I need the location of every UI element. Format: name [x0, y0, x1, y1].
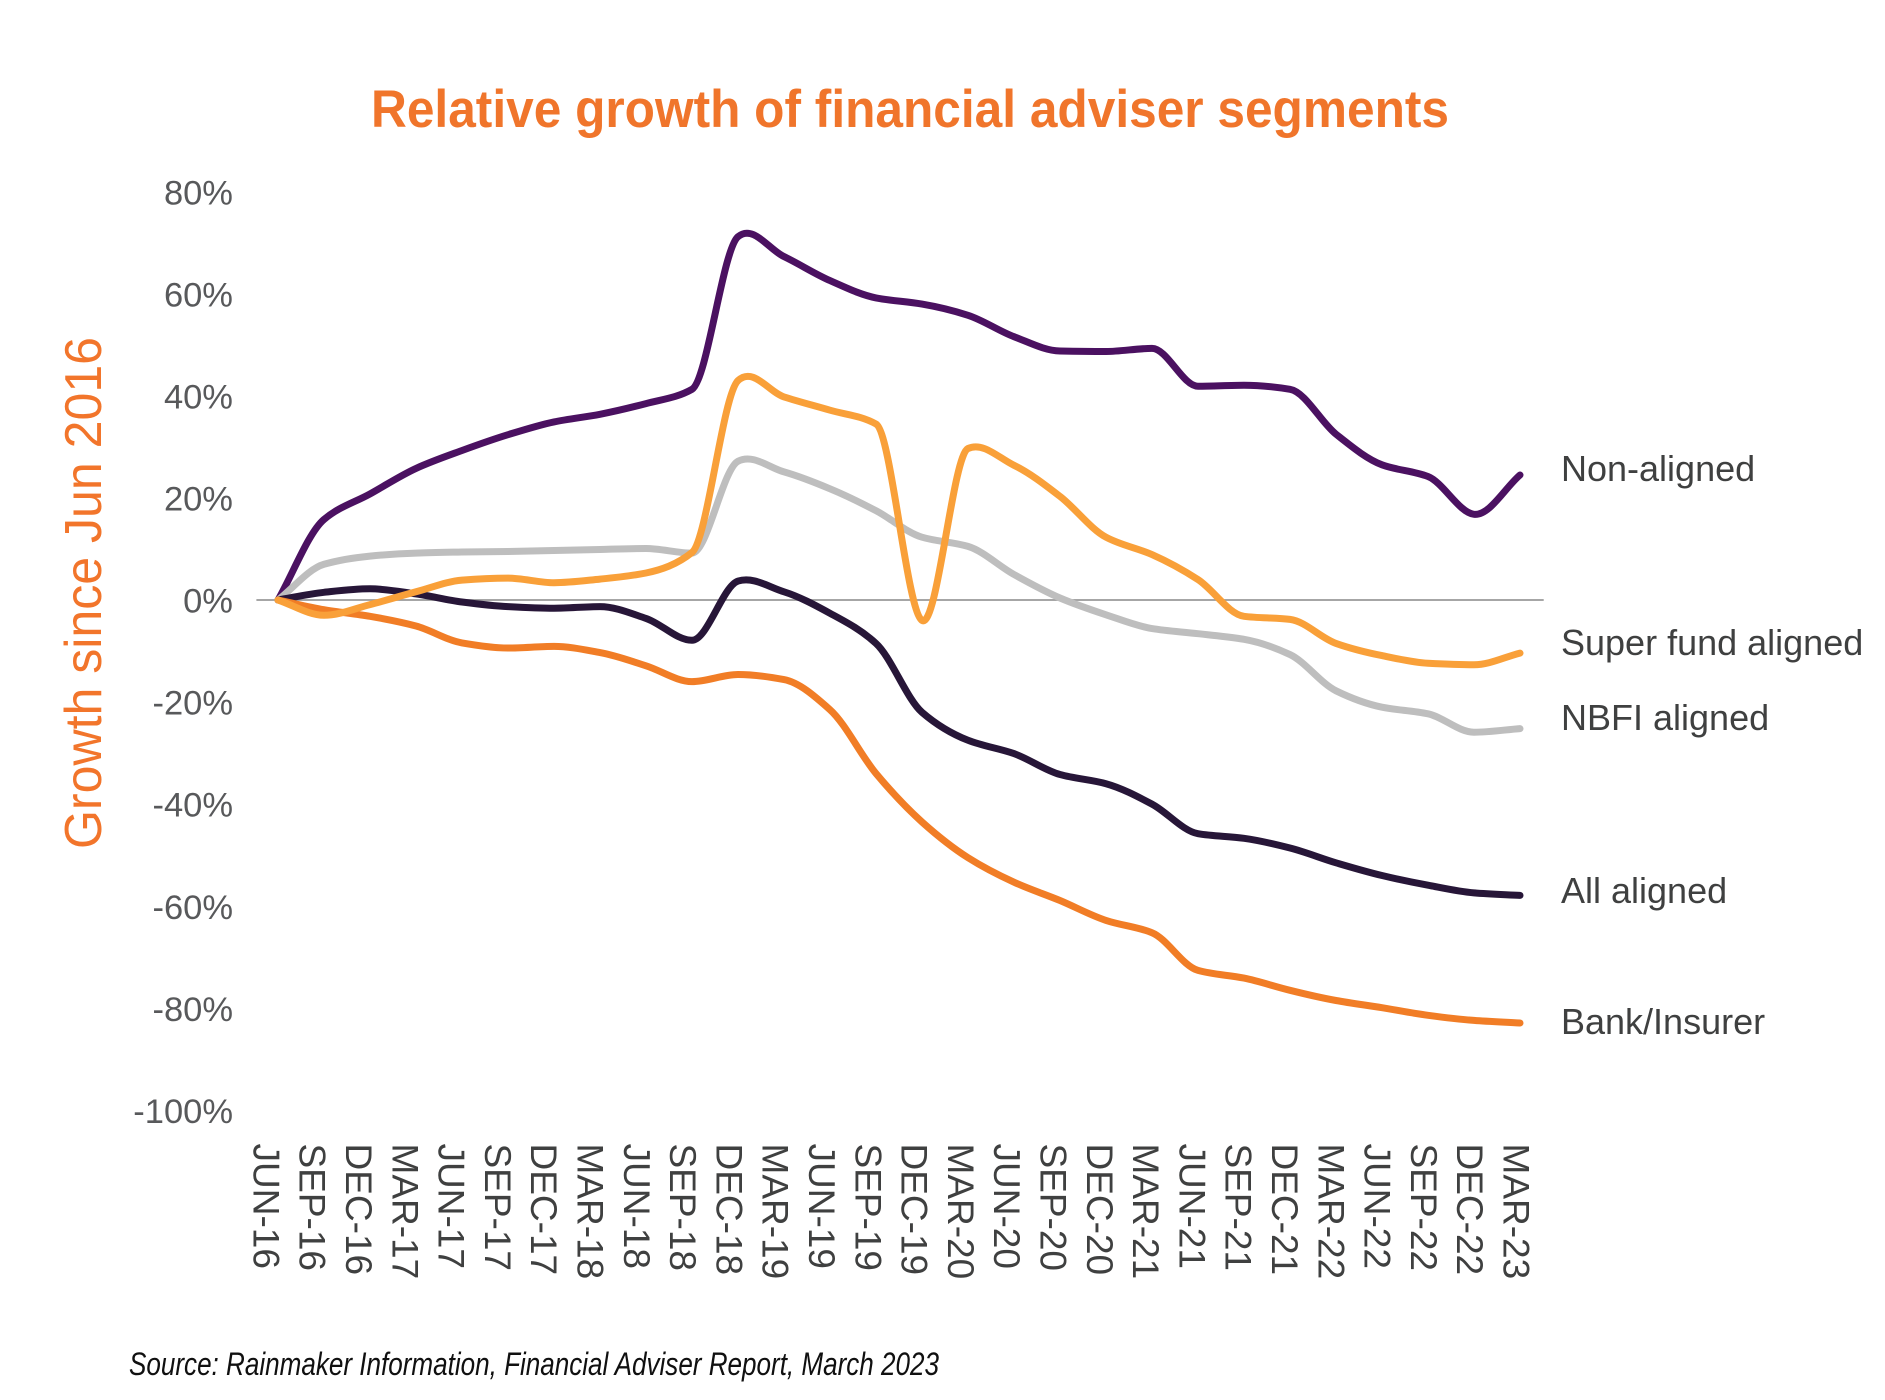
svg-text:MAR-23: MAR-23 — [1496, 1144, 1537, 1280]
svg-text:SEP-19: SEP-19 — [847, 1144, 888, 1272]
svg-text:DEC-20: DEC-20 — [1079, 1144, 1120, 1276]
svg-text:Growth since Jun 2016: Growth since Jun 2016 — [55, 337, 113, 849]
svg-text:SEP-18: SEP-18 — [662, 1144, 703, 1272]
svg-text:-20%: -20% — [152, 685, 233, 723]
svg-text:SEP-20: SEP-20 — [1033, 1144, 1074, 1272]
svg-text:MAR-21: MAR-21 — [1125, 1144, 1166, 1280]
svg-text:-100%: -100% — [133, 1093, 233, 1131]
svg-text:JUN-21: JUN-21 — [1171, 1144, 1212, 1269]
svg-text:Bank/Insurer: Bank/Insurer — [1561, 1001, 1765, 1042]
svg-text:JUN-20: JUN-20 — [986, 1144, 1027, 1269]
svg-text:DEC-16: DEC-16 — [338, 1144, 379, 1276]
svg-text:DEC-22: DEC-22 — [1449, 1144, 1490, 1276]
svg-text:-60%: -60% — [152, 889, 233, 927]
svg-text:DEC-19: DEC-19 — [894, 1144, 935, 1276]
svg-text:All aligned: All aligned — [1561, 870, 1727, 911]
svg-text:-80%: -80% — [152, 991, 233, 1029]
svg-text:SEP-22: SEP-22 — [1403, 1144, 1444, 1272]
svg-text:Source: Rainmaker Information,: Source: Rainmaker Information, Financial… — [129, 1346, 939, 1382]
svg-text:MAR-22: MAR-22 — [1310, 1144, 1351, 1280]
svg-text:80%: 80% — [164, 174, 233, 212]
svg-text:20%: 20% — [164, 481, 233, 519]
svg-text:JUN-16: JUN-16 — [245, 1144, 286, 1269]
svg-text:SEP-21: SEP-21 — [1218, 1144, 1259, 1272]
svg-text:JUN-17: JUN-17 — [431, 1144, 472, 1269]
svg-text:SEP-17: SEP-17 — [477, 1144, 518, 1272]
svg-text:0%: 0% — [183, 583, 233, 621]
svg-text:DEC-18: DEC-18 — [708, 1144, 749, 1276]
svg-text:MAR-18: MAR-18 — [570, 1144, 611, 1280]
svg-text:JUN-18: JUN-18 — [616, 1144, 657, 1269]
svg-text:MAR-17: MAR-17 — [384, 1144, 425, 1280]
svg-text:DEC-21: DEC-21 — [1264, 1144, 1305, 1276]
svg-text:60%: 60% — [164, 277, 233, 315]
svg-text:JUN-22: JUN-22 — [1357, 1144, 1398, 1269]
svg-text:SEP-16: SEP-16 — [292, 1144, 333, 1272]
svg-text:JUN-19: JUN-19 — [801, 1144, 842, 1269]
svg-text:NBFI aligned: NBFI aligned — [1561, 697, 1769, 738]
svg-text:MAR-19: MAR-19 — [755, 1144, 796, 1280]
svg-text:Relative growth of financial a: Relative growth of financial adviser seg… — [371, 80, 1449, 139]
svg-text:-40%: -40% — [152, 787, 233, 825]
svg-text:Super fund aligned: Super fund aligned — [1561, 622, 1863, 663]
svg-text:DEC-17: DEC-17 — [523, 1144, 564, 1276]
svg-text:MAR-20: MAR-20 — [940, 1144, 981, 1280]
svg-text:Non-aligned: Non-aligned — [1561, 448, 1755, 489]
svg-text:40%: 40% — [164, 379, 233, 417]
